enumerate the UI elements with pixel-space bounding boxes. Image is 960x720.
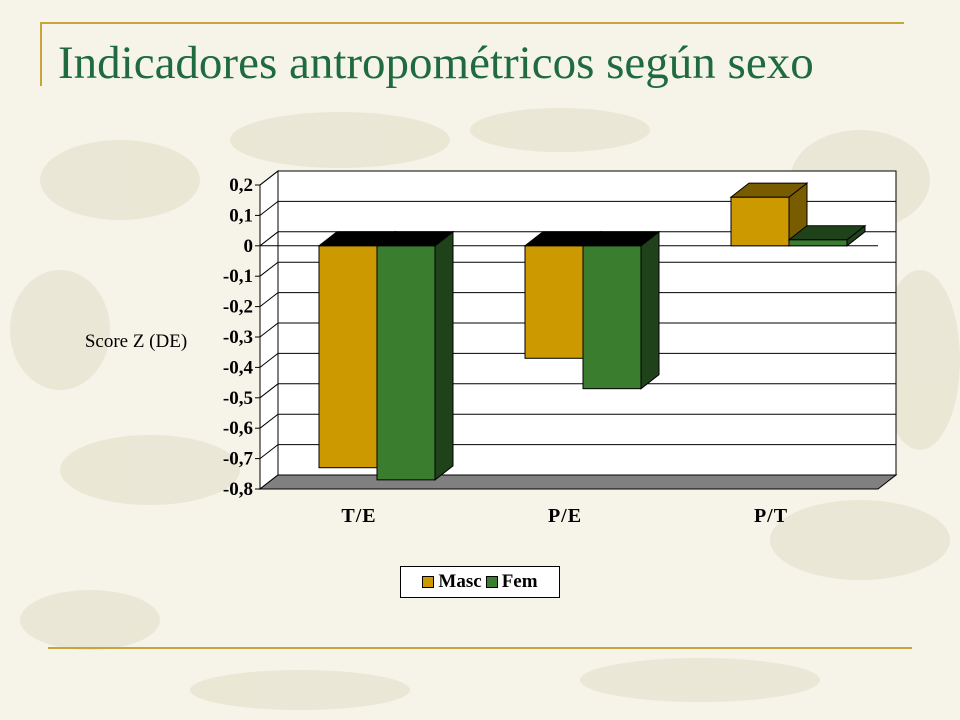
chart-legend: Masc Fem (400, 566, 560, 598)
y-tick-label: 0 (244, 236, 254, 257)
legend-swatch-fem (485, 576, 498, 588)
y-tick-label: -0,4 (223, 357, 254, 378)
chart-floor (258, 474, 898, 490)
y-tick-label: 0,1 (229, 205, 253, 226)
bar-side-face (434, 230, 454, 481)
bar-top-face (729, 182, 809, 198)
legend-item-fem: Fem (485, 571, 538, 593)
y-tick-label: -0,8 (223, 479, 253, 500)
bar-fem-pt (787, 224, 867, 247)
y-tick-label: -0,2 (223, 297, 253, 318)
slide-title: Indicadores antropométricos según sexo (58, 37, 814, 89)
top-rule (40, 22, 904, 24)
gridline (259, 352, 896, 368)
y-tick-label: -0,5 (223, 388, 253, 409)
y-tick-label: -0,3 (223, 327, 253, 348)
gridline (259, 200, 896, 216)
chart-bars (260, 182, 878, 481)
bar-front-face (788, 239, 848, 247)
y-tick-label: -0,7 (223, 449, 254, 470)
bar-top-face (375, 231, 455, 247)
bar-top-face (787, 225, 867, 241)
y-tick-label: 0,2 (229, 175, 253, 196)
bottom-rule (48, 647, 912, 649)
legend-label-masc: Masc (438, 571, 482, 592)
y-tick-label: -0,6 (223, 418, 253, 439)
bar-front-face (730, 196, 790, 247)
gridline (259, 170, 896, 186)
gridline (259, 413, 896, 429)
legend-swatch-masc (422, 576, 435, 588)
bar-fem-pe (581, 230, 661, 390)
gridline (259, 261, 896, 277)
y-tick-labels: 0,2 0,1 0 -0,1 -0,2 -0,3 -0,4 -0,5 -0,6 -0,7 -0,8 (223, 175, 254, 500)
gridline (259, 322, 896, 338)
y-tick-label: -0,1 (223, 266, 253, 287)
chart-axis (255, 184, 261, 490)
bar-top-face (581, 231, 661, 247)
x-tick-labels: T/E P/E P/T (341, 505, 788, 527)
bar-front-face (582, 245, 642, 390)
gridline (259, 292, 896, 307)
x-tick-label: T/E (341, 505, 376, 527)
legend-item-masc: Masc (422, 571, 482, 593)
y-axis-label: Score Z (DE) (85, 331, 187, 352)
bar-front-face (524, 245, 584, 359)
legend-label-fem: Fem (501, 571, 538, 592)
bar-front-face (318, 245, 378, 469)
title-bracket-line (40, 22, 42, 86)
gridline (259, 231, 896, 247)
bar-front-face (376, 245, 436, 481)
bar-fem-te (375, 230, 455, 481)
x-tick-label: P/T (754, 505, 788, 527)
x-tick-label: P/E (548, 505, 582, 527)
gridline (259, 383, 896, 399)
bar-side-face (640, 230, 660, 390)
gridline (259, 444, 896, 459)
chart-floor-plane (258, 474, 898, 490)
